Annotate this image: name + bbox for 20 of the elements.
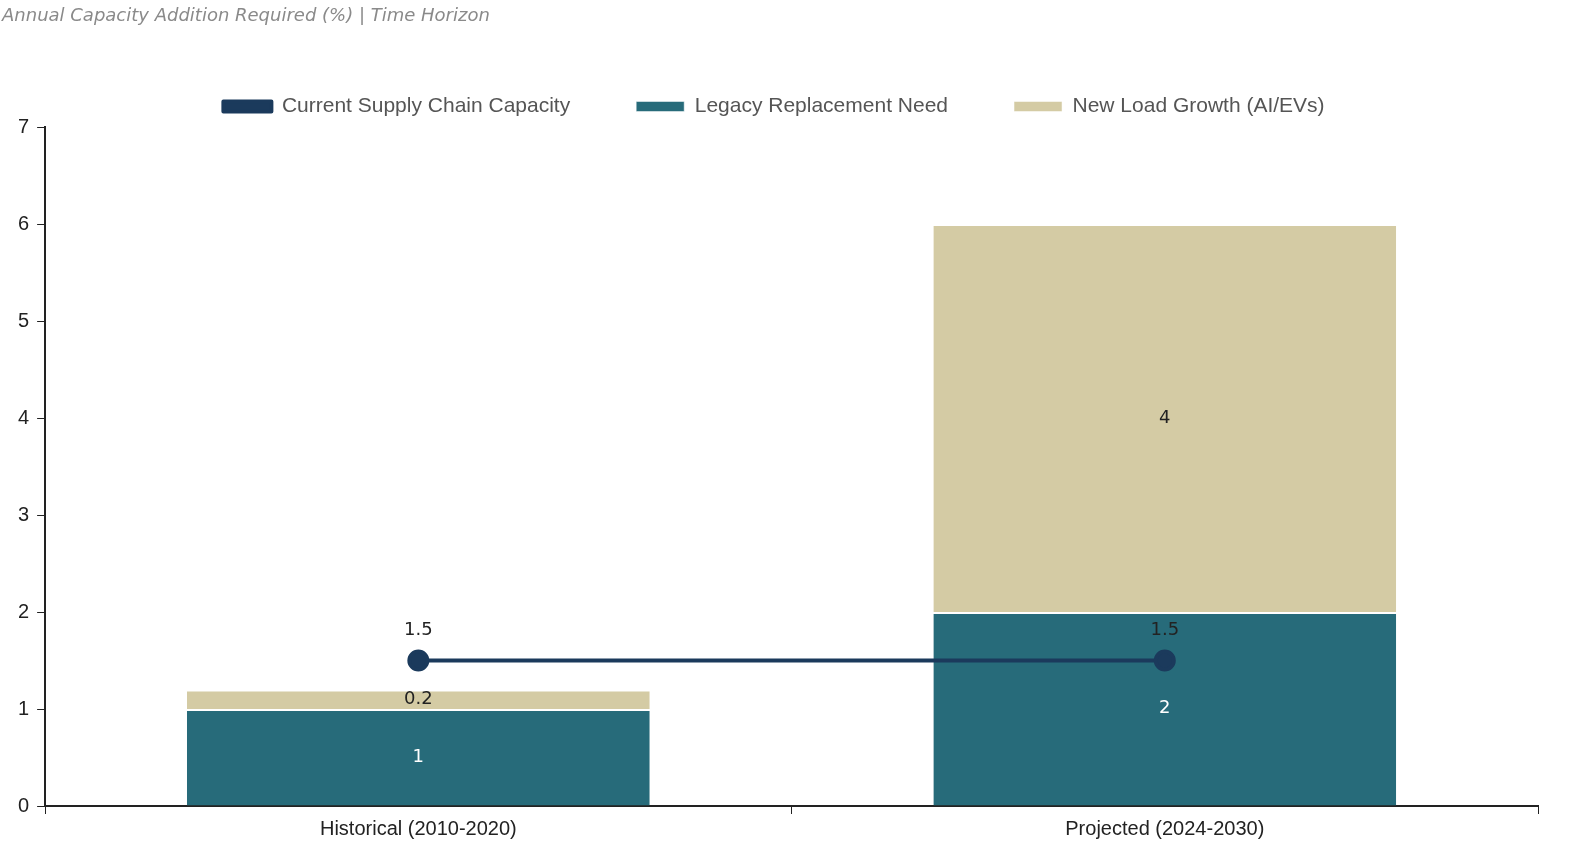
data-label: 1.5 [404, 618, 433, 640]
y-tick-label: 0 [18, 793, 30, 816]
data-label: 0.2 [404, 686, 433, 708]
y-tick-label: 5 [18, 308, 30, 331]
y-tick-label: 6 [18, 211, 30, 234]
data-label: 1 [412, 744, 425, 766]
x-tick-label: Projected (2024-2030) [1065, 816, 1265, 839]
x-tick-label: Historical (2010-2020) [319, 816, 517, 839]
legend-label: New Load Growth (AI/EVs) [1072, 93, 1325, 117]
y-tick-label: 7 [18, 114, 30, 137]
y-tick-label: 1 [18, 696, 30, 719]
data-label: 1.5 [1150, 618, 1180, 640]
legend-label: Legacy Replacement Need [694, 93, 949, 117]
data-label: 2 [1159, 696, 1171, 718]
y-tick-label: 2 [18, 599, 30, 622]
data-label: 4 [1159, 405, 1171, 427]
y-tick-label: 3 [18, 502, 30, 525]
y-tick-label: 4 [18, 405, 30, 428]
chart-title: Annual Capacity Addition Required (%) | Time Horizon [2, 4, 490, 25]
legend-label: Current Supply Chain Capacity [281, 93, 571, 117]
